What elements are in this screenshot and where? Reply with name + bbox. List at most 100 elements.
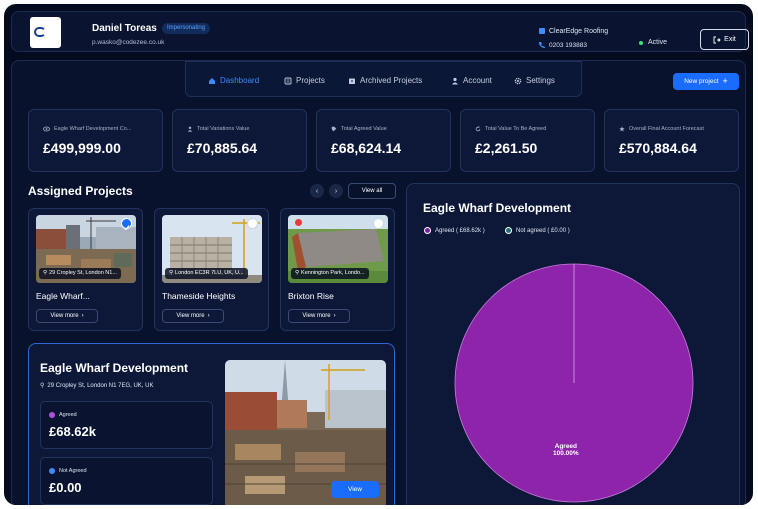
pie-chart xyxy=(454,263,694,503)
card-value: £2,261.50 xyxy=(475,140,538,156)
card-label: Total Variations Value xyxy=(197,126,250,132)
not-agreed-dot xyxy=(49,468,55,474)
detail-address: ⚲ 29 Cropley St, London N1 7EG, UK, UK xyxy=(40,382,154,390)
chevron-right-icon: › xyxy=(334,187,338,195)
eye-icon xyxy=(43,126,50,132)
home-icon xyxy=(209,77,215,84)
impersonating-badge: Impersonating xyxy=(162,23,211,34)
plus-icon: + xyxy=(722,76,728,86)
legend-not-agreed-swatch xyxy=(505,227,512,234)
summary-card-contract: Eagle Wharf Development Co... £499,999.0… xyxy=(28,109,163,172)
card-value: £499,999.00 xyxy=(43,140,121,156)
card-label: Overall Final Account Forecast xyxy=(629,126,704,132)
company-name: ClearEdge Roofing xyxy=(549,28,609,35)
nav-account[interactable]: Account xyxy=(451,76,492,85)
top-bar: Daniel Toreas Impersonating p.wasko@code… xyxy=(11,11,749,52)
nav-archived-label: Archived Projects xyxy=(360,76,423,85)
summary-card-variations: Total Variations Value £70,885.64 xyxy=(172,109,307,172)
detail-project-image: View xyxy=(225,360,386,505)
alert-flag-icon xyxy=(295,219,302,226)
construction-site-image xyxy=(225,360,386,505)
agreed-stat: Agreed £68.62k xyxy=(40,401,213,449)
view-more-button[interactable]: View more › xyxy=(288,309,350,323)
location-pin-icon: ⚲ xyxy=(295,270,300,276)
project-image: ⚲ Kennington Park, Londo... xyxy=(288,215,388,283)
user-name: Daniel Toreas xyxy=(92,23,157,34)
star-icon xyxy=(619,126,625,132)
next-arrow-button[interactable]: › xyxy=(329,184,343,198)
project-name: Eagle Wharf... xyxy=(36,291,90,301)
list-icon xyxy=(284,77,292,84)
main-panel: Dashboard Projects Archived Projects Acc… xyxy=(11,60,746,505)
app-window: Daniel Toreas Impersonating p.wasko@code… xyxy=(4,4,753,505)
user-email: p.wasko@codezee.co.uk xyxy=(92,39,165,46)
card-value: £570,884.64 xyxy=(619,140,697,156)
project-image: ⚲ 29 Cropley St, London N1... xyxy=(36,215,136,283)
nav-archived-projects[interactable]: Archived Projects xyxy=(348,76,422,85)
summary-card-agreed: Total Agreed Value £68,624.14 xyxy=(316,109,451,172)
nav-settings[interactable]: Settings xyxy=(514,76,555,85)
exit-label: Exit xyxy=(724,36,736,43)
view-more-button[interactable]: View more › xyxy=(36,309,98,323)
unselected-check-icon[interactable] xyxy=(373,218,384,229)
not-agreed-stat: Not Agreed £0.00 xyxy=(40,457,213,505)
summary-card-to-be-agreed: Total Value To Be Agreed £2,261.50 xyxy=(460,109,595,172)
agreed-dot xyxy=(49,412,55,418)
legend-agreed-swatch xyxy=(424,227,431,234)
project-card-brixton[interactable]: ⚲ Kennington Park, Londo... Brixton Rise … xyxy=(280,208,395,331)
project-detail-panel: Eagle Wharf Development ⚲ 29 Cropley St, … xyxy=(28,343,395,505)
chart-panel: Eagle Wharf Development Agreed ( £68.62k… xyxy=(406,183,740,505)
view-all-button[interactable]: View all xyxy=(348,183,396,199)
building-icon xyxy=(539,28,545,34)
assigned-projects-title: Assigned Projects xyxy=(28,184,133,198)
project-address: ⚲ 29 Cropley St, London N1... xyxy=(39,268,121,279)
main-nav: Dashboard Projects Archived Projects Acc… xyxy=(185,61,582,97)
status-label: Active xyxy=(648,39,668,46)
status-dot xyxy=(639,41,643,45)
project-address: ⚲ London EC3R 7LU, UK, U... xyxy=(165,268,248,279)
legend-agreed-label: Agreed ( £68.62k ) xyxy=(435,227,485,234)
chevron-right-icon: › xyxy=(207,313,210,319)
user-icon xyxy=(187,126,193,132)
exit-icon xyxy=(713,36,721,43)
new-project-label: New project xyxy=(684,78,719,85)
card-label: Total Agreed Value xyxy=(341,126,387,132)
selected-check-icon[interactable] xyxy=(121,218,132,231)
unselected-check-icon[interactable] xyxy=(247,218,258,229)
phone-icon xyxy=(539,42,545,48)
summary-card-forecast: Overall Final Account Forecast £570,884.… xyxy=(604,109,739,172)
project-address: ⚲ Kennington Park, Londo... xyxy=(291,268,369,279)
legend-agreed[interactable]: Agreed ( £68.62k ) xyxy=(424,227,485,234)
view-more-button[interactable]: View more › xyxy=(162,309,224,323)
not-agreed-value: £0.00 xyxy=(49,480,82,495)
card-label: Total Value To Be Agreed xyxy=(485,126,547,132)
project-name: Thameside Heights xyxy=(162,291,236,301)
exit-button[interactable]: Exit xyxy=(700,29,749,50)
legend-not-agreed-label: Not agreed ( £0.00 ) xyxy=(516,227,570,234)
legend-not-agreed[interactable]: Not agreed ( £0.00 ) xyxy=(505,227,570,234)
new-project-button[interactable]: New project + xyxy=(673,73,739,90)
project-card-thameside[interactable]: ⚲ London EC3R 7LU, UK, U... Thameside Hei… xyxy=(154,208,269,331)
view-button[interactable]: View xyxy=(331,481,379,498)
pie-slice-label: Agreed 100.00% xyxy=(553,443,579,457)
user-icon xyxy=(452,77,458,84)
detail-title: Eagle Wharf Development xyxy=(40,361,189,375)
card-label: Eagle Wharf Development Co... xyxy=(54,126,132,132)
location-pin-icon: ⚲ xyxy=(40,383,45,389)
nav-dashboard[interactable]: Dashboard xyxy=(208,76,259,85)
gear-icon xyxy=(514,77,522,84)
nav-dashboard-label: Dashboard xyxy=(220,76,260,85)
project-card-eagle-wharf[interactable]: ⚲ 29 Cropley St, London N1... Eagle Wharf… xyxy=(28,208,143,331)
chevron-right-icon: › xyxy=(333,313,336,319)
chevron-left-icon: ‹ xyxy=(315,187,319,195)
location-pin-icon: ⚲ xyxy=(43,270,48,276)
prev-arrow-button[interactable]: ‹ xyxy=(310,184,324,198)
archive-icon xyxy=(349,78,355,84)
nav-account-label: Account xyxy=(463,76,492,85)
nav-projects[interactable]: Projects xyxy=(284,76,325,85)
refresh-icon xyxy=(475,126,481,132)
nav-projects-label: Projects xyxy=(296,76,325,85)
card-value: £68,624.14 xyxy=(331,140,402,156)
tag-icon xyxy=(331,126,337,132)
card-value: £70,885.64 xyxy=(187,140,258,156)
